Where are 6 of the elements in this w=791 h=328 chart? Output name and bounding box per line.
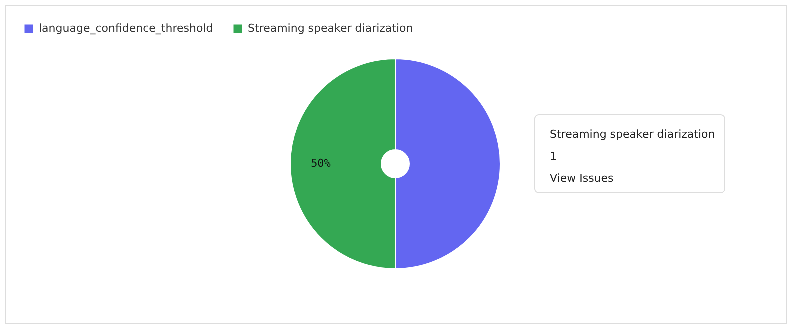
legend-label: Streaming speaker diarization [248, 22, 414, 35]
legend-label: language_confidence_threshold [39, 22, 214, 35]
text: 1 [550, 150, 557, 163]
text: Streaming speaker diarization [550, 128, 716, 141]
text: View Issues [550, 172, 614, 185]
data-label: 50% [311, 157, 332, 170]
